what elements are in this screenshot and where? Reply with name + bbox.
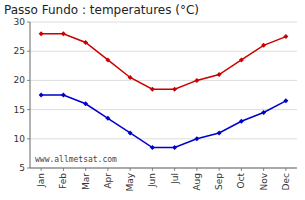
tick-label: Nov — [259, 172, 269, 190]
grid-line — [30, 168, 297, 169]
line — [41, 34, 286, 89]
marker — [239, 57, 244, 62]
tick-label: Jan — [36, 173, 46, 188]
tick-label: May — [125, 172, 135, 191]
marker — [150, 145, 155, 150]
title: Passo Fundo : temperatures (°C) — [4, 3, 199, 17]
marker — [217, 130, 222, 135]
tick-label: Feb — [58, 173, 68, 189]
y-axis — [30, 22, 31, 168]
tick-label: Aug — [192, 173, 202, 191]
marker — [105, 116, 110, 121]
grid-line — [30, 138, 297, 139]
grid-line — [30, 80, 297, 81]
plot-area — [39, 31, 289, 150]
marker — [39, 31, 44, 36]
tick-label: Jun — [147, 173, 157, 188]
marker — [261, 110, 266, 115]
marker — [61, 93, 66, 98]
x-axis — [30, 168, 297, 169]
tick-label: 10 — [14, 134, 26, 144]
marker — [194, 136, 199, 141]
grid-line — [30, 109, 297, 110]
marker — [283, 98, 288, 103]
marker — [83, 101, 88, 106]
marker — [83, 40, 88, 45]
marker — [261, 43, 266, 48]
chart: Passo Fundo : temperatures (°C) 5 10 15 20 25… — [0, 0, 305, 200]
tick-label: 25 — [14, 46, 25, 56]
marker — [39, 93, 44, 98]
marker — [239, 119, 244, 124]
line — [41, 95, 286, 148]
grid-line — [30, 51, 297, 52]
tick-label: 15 — [14, 105, 25, 115]
tick-label: Jul — [170, 173, 180, 185]
tick-label: Sep — [214, 173, 224, 190]
marker — [217, 72, 222, 77]
annotation: www.allmetsat.com — [35, 155, 117, 164]
tick-label: 30 — [14, 17, 26, 27]
tick-label: 20 — [14, 75, 26, 85]
marker — [194, 78, 199, 83]
marker — [172, 87, 177, 92]
tick-label: Dec — [281, 173, 291, 190]
tick-label: 5 — [19, 163, 25, 173]
marker — [105, 57, 110, 62]
tick-label: Oct — [236, 173, 246, 189]
marker — [150, 87, 155, 92]
marker — [61, 31, 66, 36]
marker — [128, 130, 133, 135]
marker — [172, 145, 177, 150]
grid-line — [30, 22, 297, 23]
tick-label: Mar — [81, 173, 91, 190]
tick-label: Apr — [103, 173, 113, 189]
marker — [283, 34, 288, 39]
marker — [128, 75, 133, 80]
